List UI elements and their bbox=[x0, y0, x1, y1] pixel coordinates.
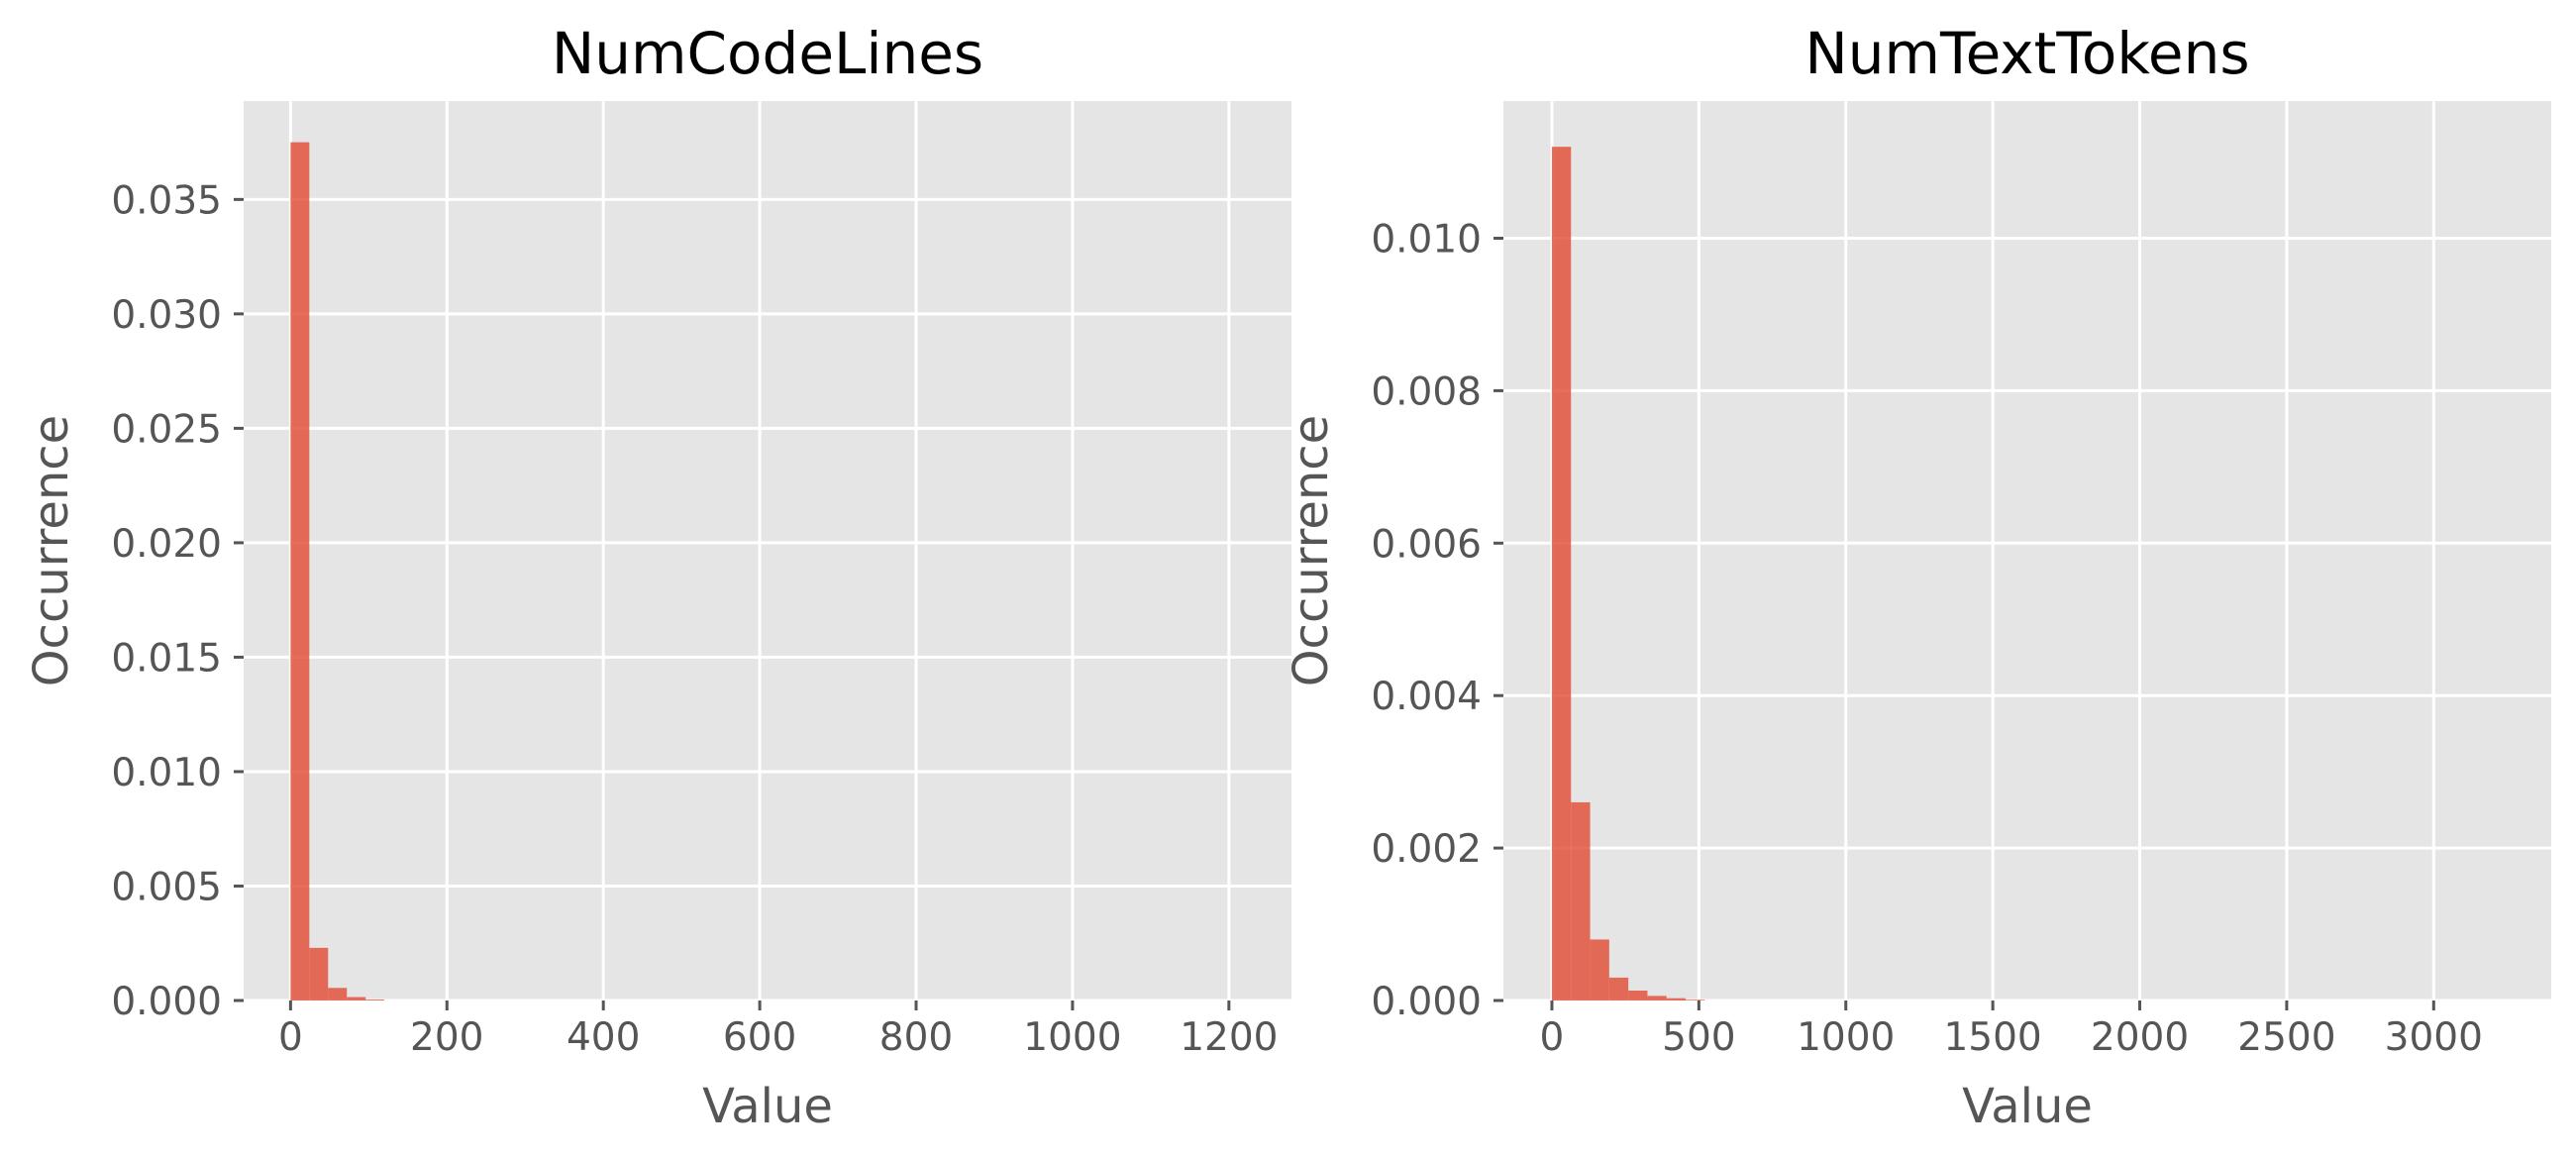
x-tick-label: 1000 bbox=[1023, 1015, 1121, 1060]
histogram-bar bbox=[309, 947, 329, 1001]
histogram-bars bbox=[290, 142, 385, 1001]
y-gridlines bbox=[244, 197, 1291, 1002]
y-tick-label: 0.010 bbox=[1371, 218, 1482, 263]
y-tick-label: 0.000 bbox=[1371, 980, 1482, 1024]
y-tick-label: 0.020 bbox=[111, 522, 222, 567]
x-tick-label: 600 bbox=[723, 1015, 796, 1060]
y-axis-label: Occurrence bbox=[24, 415, 79, 686]
histogram-bar bbox=[1571, 801, 1591, 1001]
histogram-bar bbox=[290, 142, 310, 1001]
y-tick-label: 0.006 bbox=[1371, 522, 1482, 567]
x-axis-label: Value bbox=[702, 1079, 833, 1134]
histogram-bar bbox=[1666, 998, 1686, 1001]
y-tick-label: 0.015 bbox=[111, 636, 222, 681]
chart-num-text-tokens: 0 500 1000 1500 2000 2500 3000 0.000 0.002 0.004… bbox=[1284, 20, 2551, 1134]
histogram-bar bbox=[328, 988, 348, 1001]
chart-title: NumTextTokens bbox=[1804, 20, 2249, 87]
chart-num-code-lines: 0 200 400 600 800 1000 1200 0.0000.0050.0100.0… bbox=[24, 20, 1291, 1134]
y-tick-label: 0.005 bbox=[111, 865, 222, 909]
histogram-bar bbox=[1590, 939, 1609, 1001]
histogram-bar bbox=[1628, 990, 1648, 1001]
y-axis-ticks: 0.000 0.005 0.010 0.015 0.020 0.025 0.030 0.035 bbox=[111, 178, 244, 1024]
x-tick-label: 200 bbox=[410, 1015, 483, 1060]
x-tick-label: 2500 bbox=[2237, 1015, 2335, 1060]
x-tick-label: 0 bbox=[278, 1015, 303, 1060]
y-tick-label: 0.000 bbox=[111, 980, 222, 1024]
histogram-bars bbox=[1551, 147, 1705, 1001]
histogram-bar bbox=[1608, 977, 1629, 1001]
histogram-bar bbox=[1551, 147, 1572, 1001]
x-tick-label: 0 bbox=[1540, 1015, 1565, 1060]
chart-title: NumCodeLines bbox=[552, 20, 983, 87]
y-tick-label: 0.004 bbox=[1371, 675, 1482, 719]
histogram-bar bbox=[1647, 996, 1667, 1001]
x-axis-ticks: 0 200 400 600 800 1000 1200 bbox=[278, 1001, 1278, 1060]
x-tick-label: 1500 bbox=[1943, 1015, 2041, 1060]
x-tick-label: 400 bbox=[567, 1015, 640, 1060]
y-tick-label: 0.025 bbox=[111, 407, 222, 452]
histogram-bar bbox=[347, 997, 366, 1001]
y-tick-label: 0.010 bbox=[111, 751, 222, 795]
x-tick-label: 1000 bbox=[1797, 1015, 1895, 1060]
y-axis-label: Occurrence bbox=[1284, 415, 1339, 686]
x-gridlines bbox=[288, 101, 1231, 1001]
y-axis-ticks: 0.000 0.002 0.004 0.006 0.008 0.010 bbox=[1371, 218, 1503, 1024]
y-tick-label: 0.008 bbox=[1371, 369, 1482, 414]
x-tick-label: 1200 bbox=[1180, 1015, 1278, 1060]
plot-area bbox=[1503, 101, 2551, 1001]
plot-area bbox=[244, 101, 1291, 1001]
x-tick-label: 800 bbox=[879, 1015, 953, 1060]
y-gridlines bbox=[1503, 237, 2551, 1002]
x-axis-ticks: 0 500 1000 1500 2000 2500 3000 bbox=[1540, 1001, 2483, 1060]
y-tick-label: 0.030 bbox=[111, 293, 222, 338]
histogram-bar bbox=[1686, 1000, 1705, 1001]
y-tick-label: 0.035 bbox=[111, 178, 222, 223]
x-tick-label: 2000 bbox=[2091, 1015, 2189, 1060]
x-tick-label: 500 bbox=[1662, 1015, 1735, 1060]
x-axis-label: Value bbox=[1962, 1079, 2093, 1134]
y-tick-label: 0.002 bbox=[1371, 827, 1482, 872]
histogram-bar bbox=[365, 1000, 385, 1001]
x-tick-label: 3000 bbox=[2385, 1015, 2483, 1060]
